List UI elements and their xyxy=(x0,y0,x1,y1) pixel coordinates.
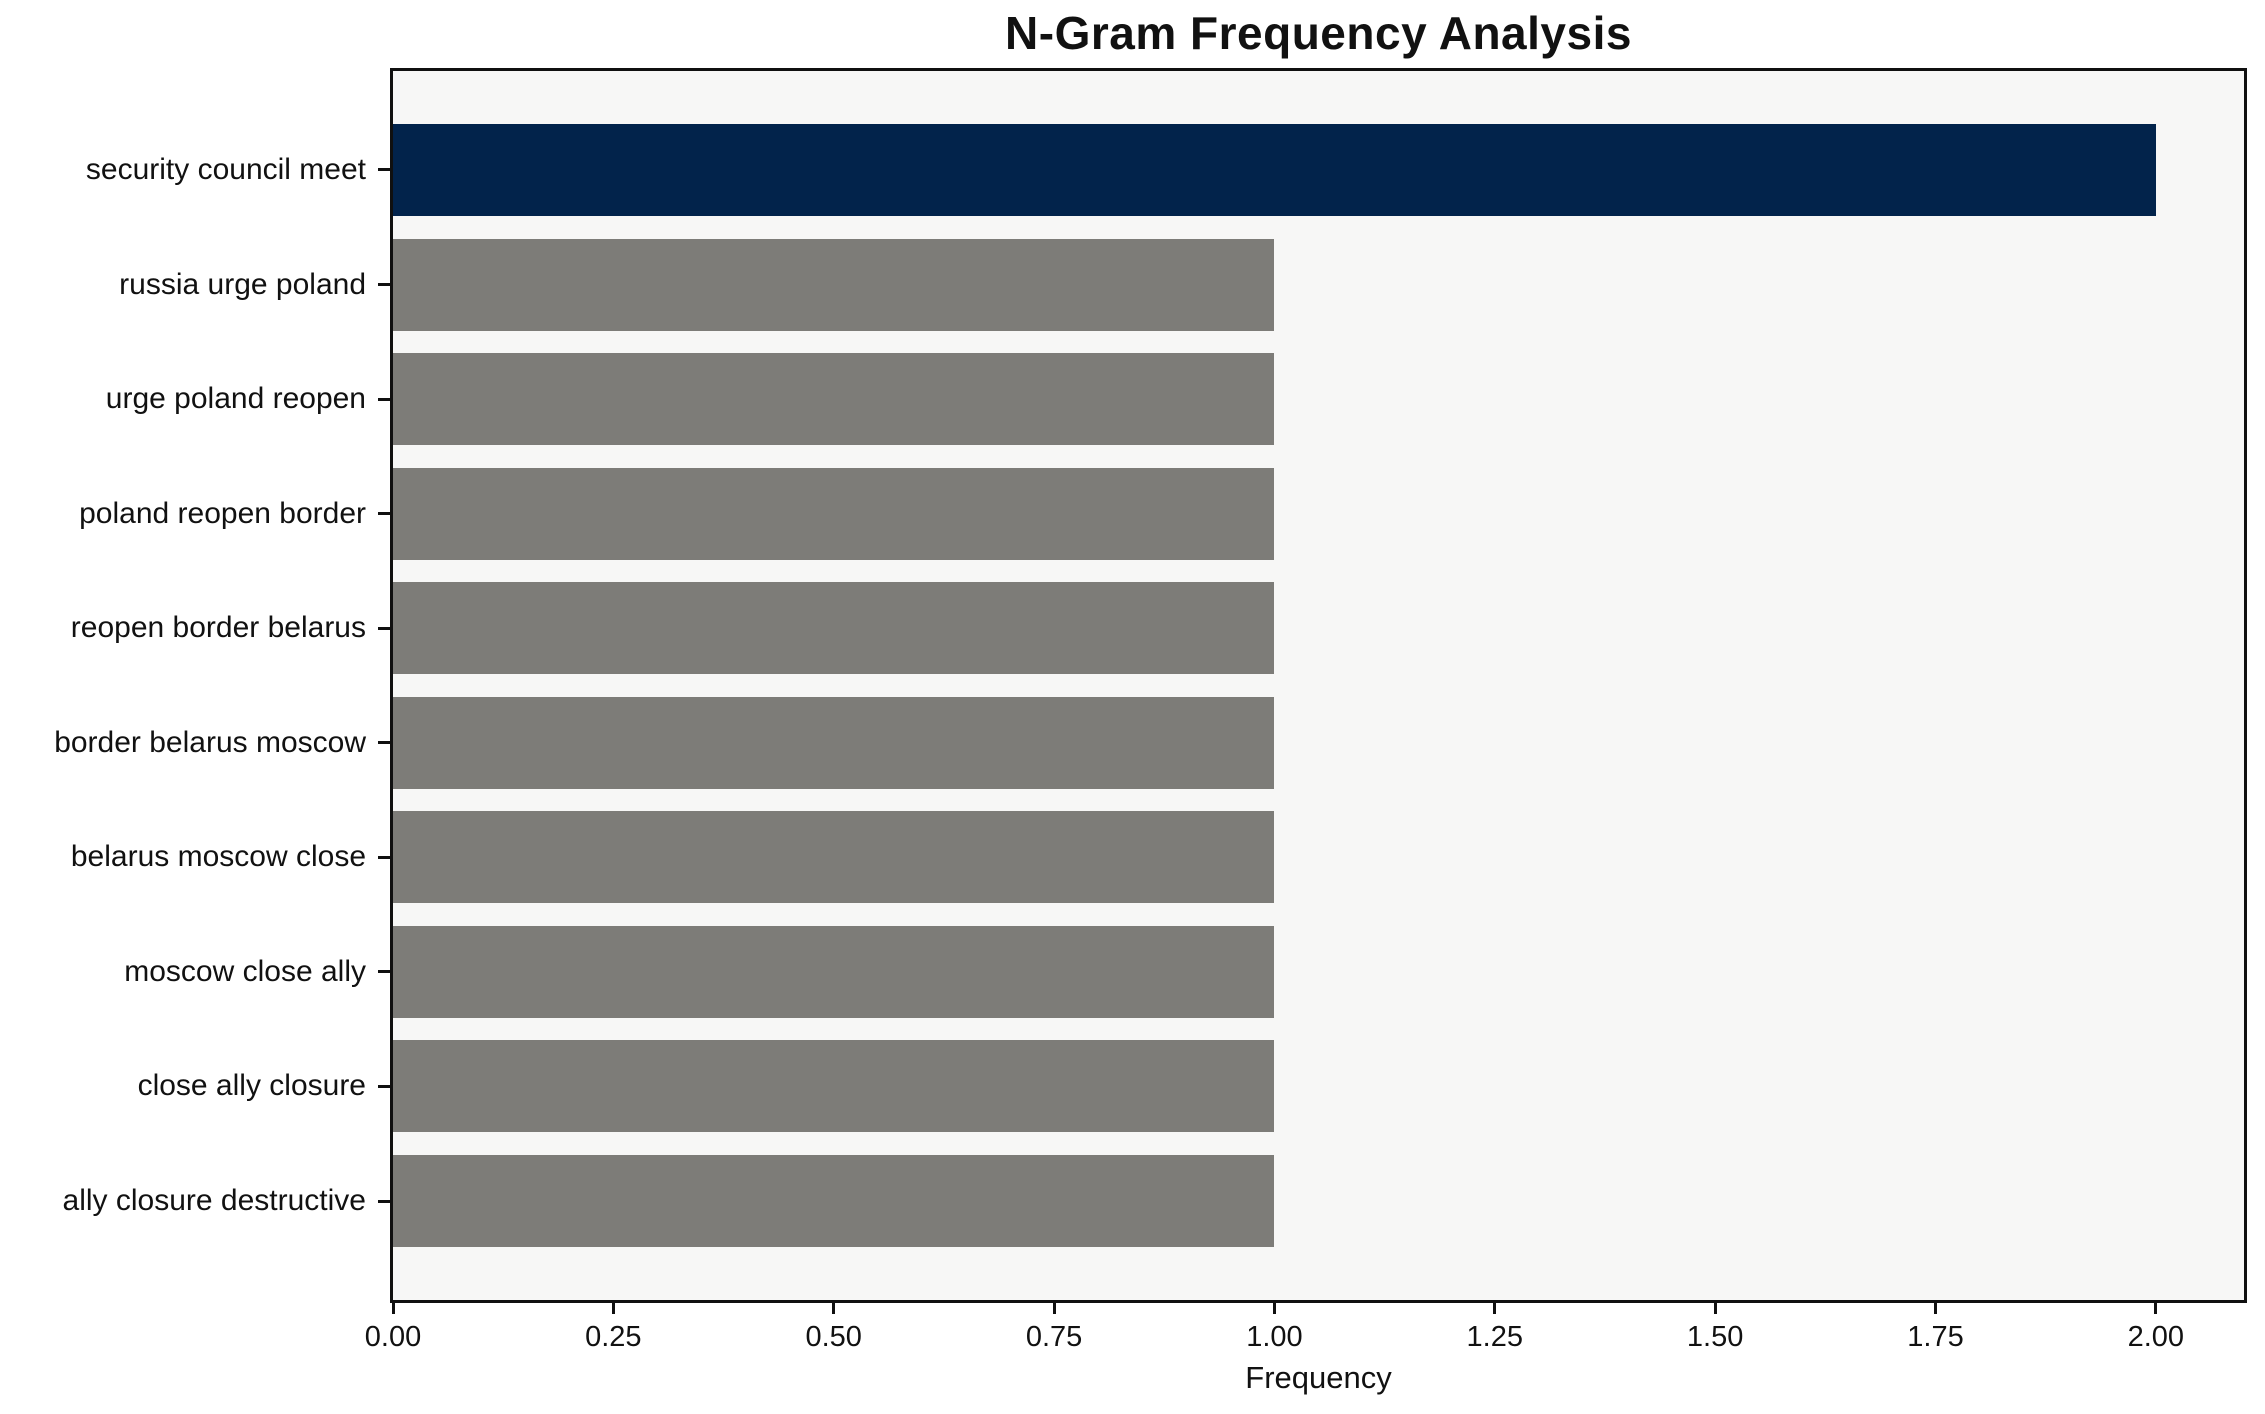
bar-urge-poland-reopen xyxy=(393,353,1275,446)
x-tick-mark xyxy=(1052,1303,1056,1314)
x-tick-mark xyxy=(2154,1303,2158,1314)
y-tick-mark xyxy=(378,741,390,745)
x-axis-label: Frequency xyxy=(1245,1360,1392,1395)
y-tick-mark xyxy=(378,970,390,974)
x-tick-mark xyxy=(1934,1303,1937,1314)
xtick-label-0.00: 0.00 xyxy=(364,1321,422,1353)
ytick-label-russia-urge-poland: russia urge poland xyxy=(119,267,366,301)
bar-russia-urge-poland xyxy=(393,238,1275,331)
x-tick-mark xyxy=(391,1303,395,1314)
ytick-label-urge-poland-reopen: urge poland reopen xyxy=(105,382,366,416)
xtick-label-1.25: 1.25 xyxy=(1466,1321,1524,1353)
ytick-label-poland-reopen-border: poland reopen border xyxy=(79,496,366,530)
xtick-label-1.75: 1.75 xyxy=(1907,1321,1964,1353)
ytick-label-belarus-moscow-close: belarus moscow close xyxy=(70,840,366,874)
xtick-label-1.50: 1.50 xyxy=(1686,1321,1744,1353)
x-tick-mark xyxy=(611,1303,615,1314)
y-tick-mark xyxy=(378,1084,390,1088)
xtick-label-0.75: 0.75 xyxy=(1025,1321,1083,1353)
bar-ally-closure-destructive xyxy=(393,1155,1275,1248)
xtick-label-1.00: 1.00 xyxy=(1246,1321,1303,1353)
x-tick-mark xyxy=(832,1303,836,1314)
bar-reopen-border-belarus xyxy=(393,582,1275,675)
chart-title: N-Gram Frequency Analysis xyxy=(1005,7,1632,59)
x-tick-mark xyxy=(1272,1303,1276,1314)
ytick-label-border-belarus-moscow: border belarus moscow xyxy=(54,725,366,759)
xtick-label-0.50: 0.50 xyxy=(805,1321,862,1353)
bar-moscow-close-ally xyxy=(393,925,1275,1018)
xtick-label-2.00: 2.00 xyxy=(2127,1321,2185,1353)
x-tick-mark xyxy=(1493,1303,1497,1314)
y-tick-mark xyxy=(378,1199,390,1203)
bar-close-ally-closure xyxy=(393,1040,1275,1133)
ytick-label-ally-closure-destructive: ally closure destructive xyxy=(62,1184,366,1218)
y-tick-mark xyxy=(378,283,390,287)
bar-security-council-meet xyxy=(393,123,2156,216)
x-tick-mark xyxy=(1713,1303,1717,1314)
plot-area xyxy=(390,68,2247,1303)
ytick-label-close-ally-closure: close ally closure xyxy=(137,1069,366,1103)
bar-poland-reopen-border xyxy=(393,467,1275,560)
y-tick-mark xyxy=(378,512,390,516)
bar-border-belarus-moscow xyxy=(393,696,1275,789)
xtick-label-0.25: 0.25 xyxy=(585,1321,642,1353)
bar-belarus-moscow-close xyxy=(393,811,1275,904)
y-tick-mark xyxy=(378,855,390,859)
ytick-label-reopen-border-belarus: reopen border belarus xyxy=(70,611,366,645)
ytick-label-security-council-meet: security council meet xyxy=(85,152,366,186)
ytick-label-moscow-close-ally: moscow close ally xyxy=(124,954,366,988)
y-tick-mark xyxy=(378,626,390,630)
y-tick-mark xyxy=(378,397,390,401)
y-tick-mark xyxy=(378,168,390,172)
